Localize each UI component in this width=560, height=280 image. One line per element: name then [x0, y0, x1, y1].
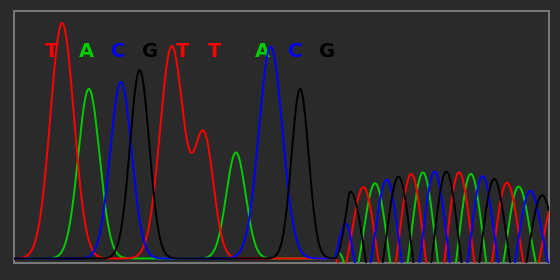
Text: A: A	[255, 42, 270, 61]
Text: T: T	[176, 42, 189, 61]
Text: G: G	[142, 42, 158, 61]
Text: A: A	[78, 42, 94, 61]
Text: C: C	[288, 42, 302, 61]
Text: T: T	[45, 42, 58, 61]
Text: G: G	[319, 42, 335, 61]
Text: T: T	[208, 42, 221, 61]
Text: C: C	[111, 42, 125, 61]
